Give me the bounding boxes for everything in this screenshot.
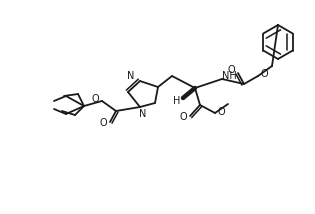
Text: N: N	[139, 109, 147, 119]
Text: N: N	[127, 71, 135, 81]
Text: O: O	[99, 118, 107, 128]
Text: O: O	[260, 69, 268, 79]
Text: O: O	[91, 94, 99, 104]
Text: NH: NH	[222, 71, 236, 81]
Text: H: H	[173, 96, 181, 106]
Text: O: O	[227, 65, 235, 75]
Text: O: O	[217, 107, 225, 117]
Text: O: O	[179, 112, 187, 122]
